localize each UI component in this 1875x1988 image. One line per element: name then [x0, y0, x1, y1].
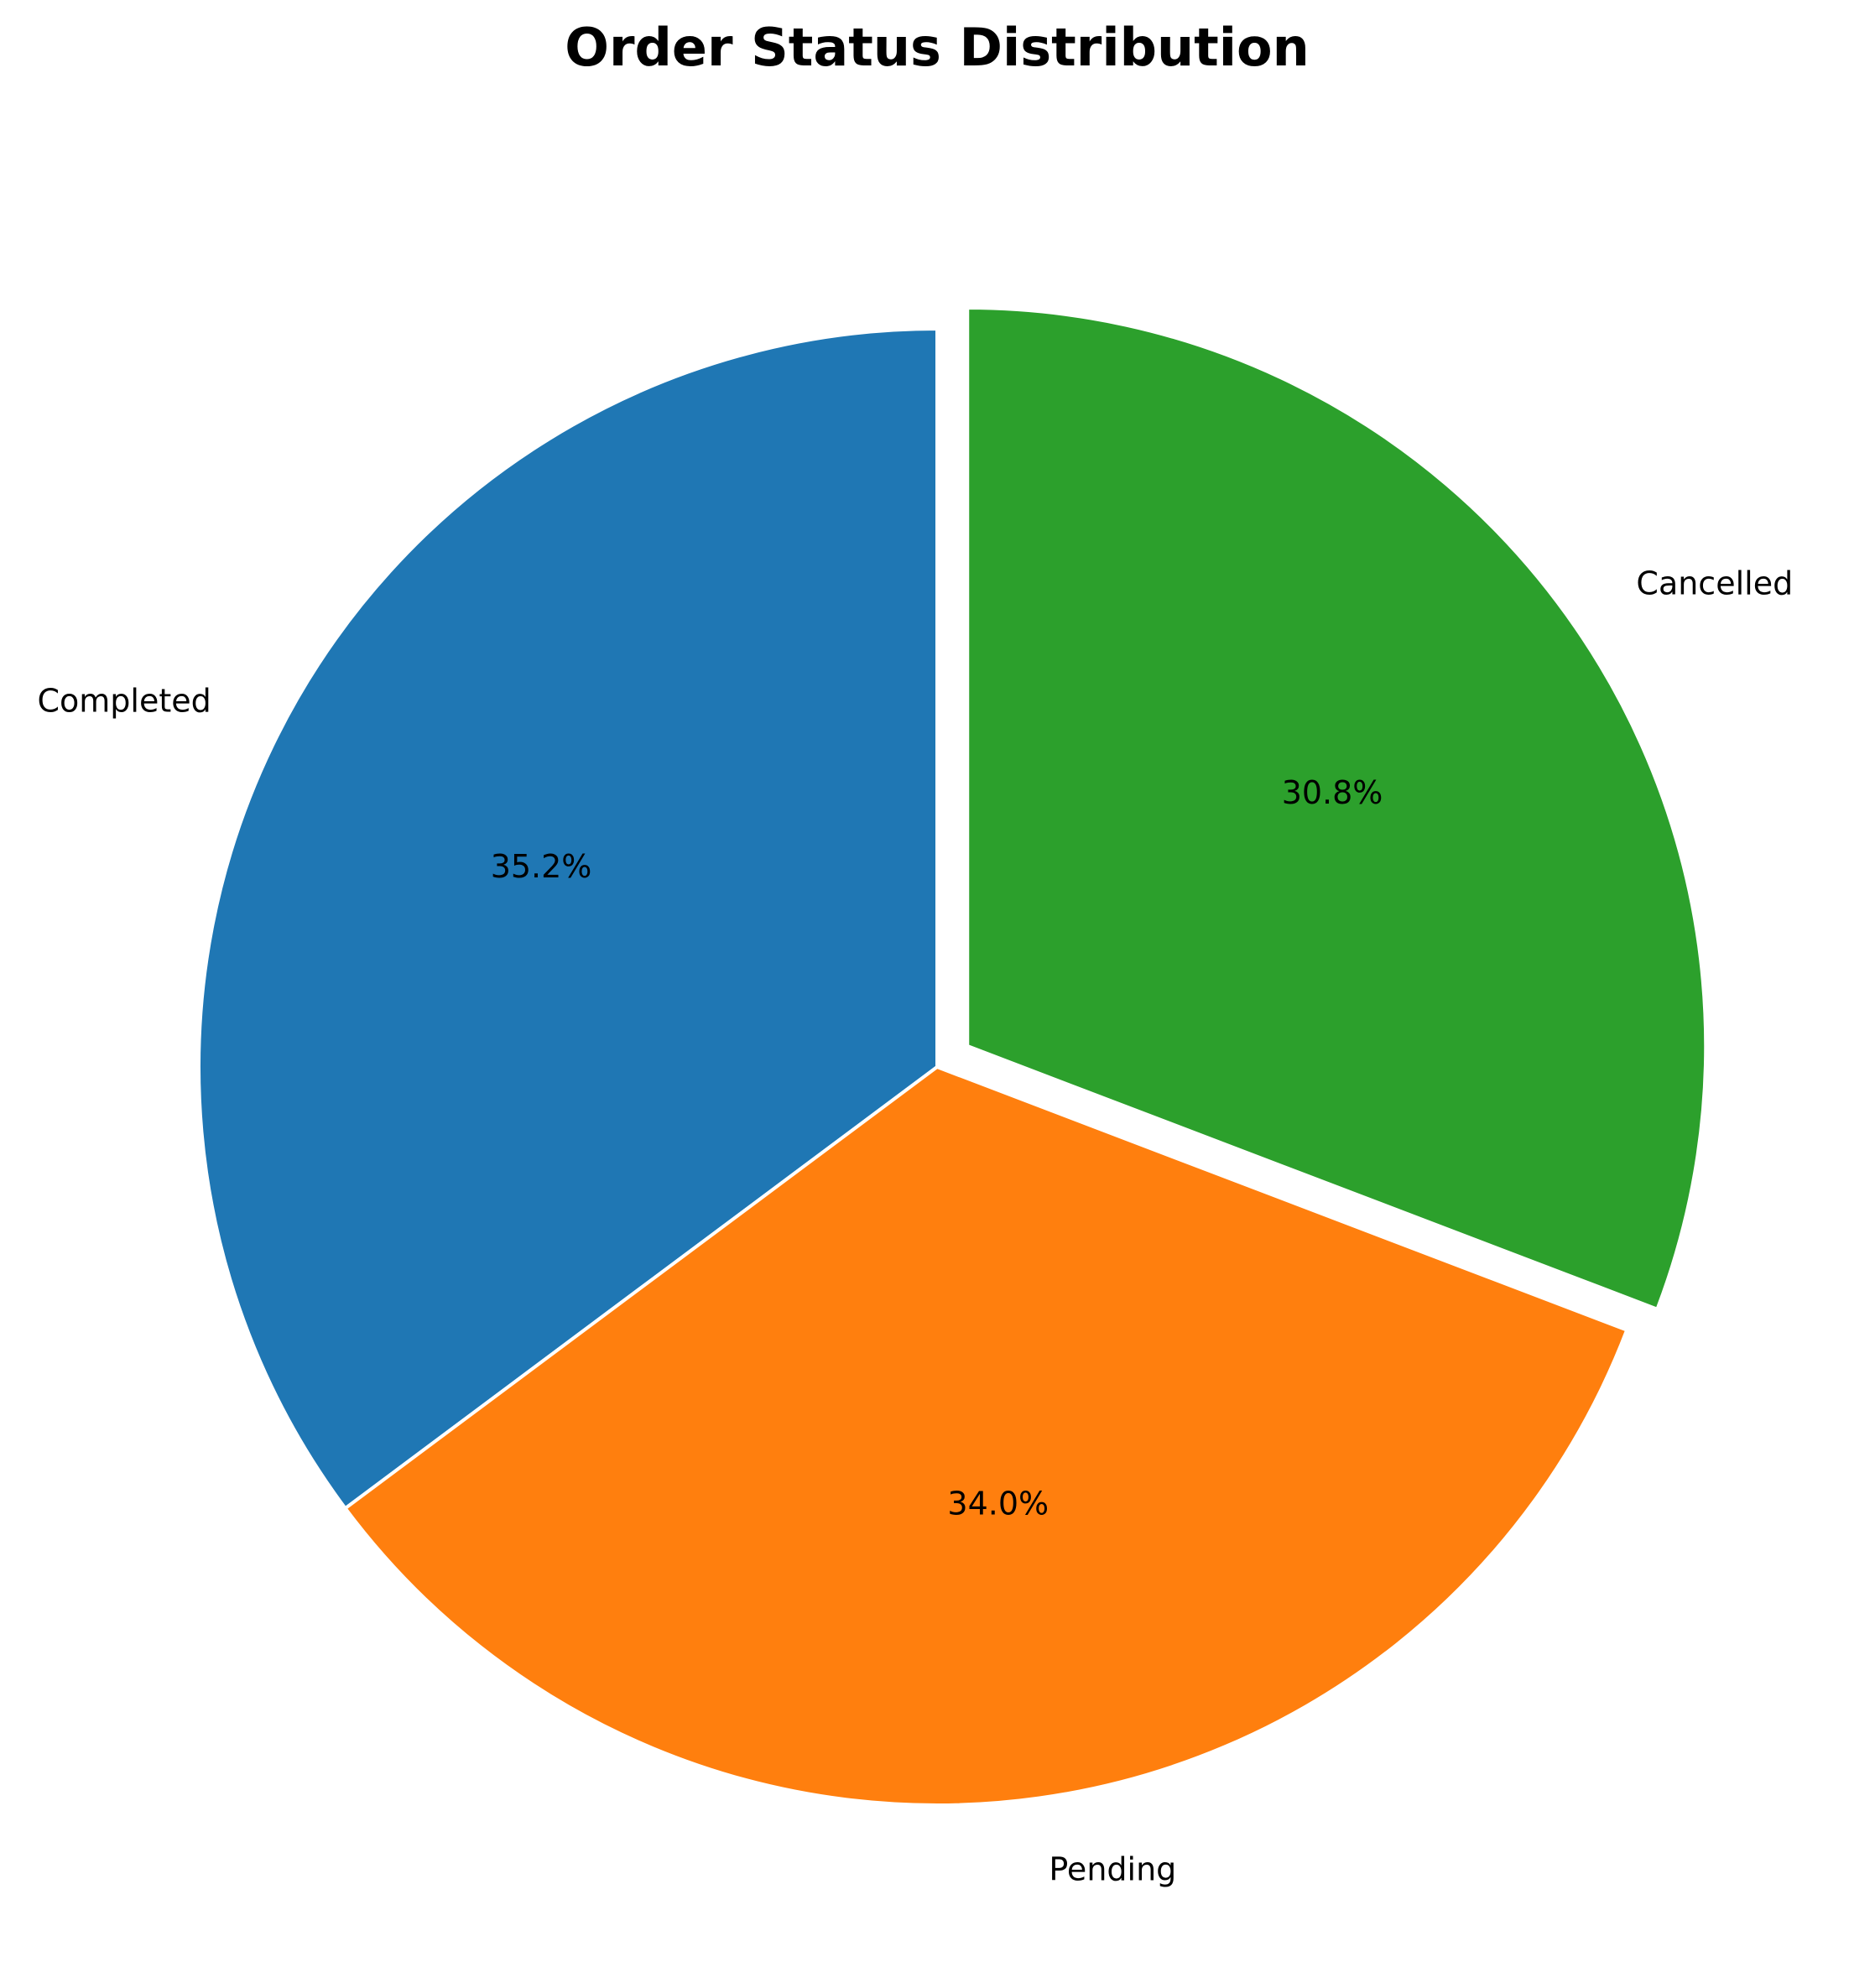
pie-labels: 35.2% Completed 34.0% Pending 30.8% Cancelled [37, 565, 1793, 1887]
pie-slice-completed [197, 326, 939, 1511]
category-label-pending: Pending [1049, 1850, 1176, 1887]
pie-slice-cancelled [966, 306, 1708, 1312]
pct-label-completed: 35.2% [491, 848, 592, 885]
pie-slice-pending [342, 1064, 1629, 1807]
pct-label-pending: 34.0% [947, 1485, 1049, 1522]
pie-slices [197, 306, 1708, 1807]
category-label-completed: Completed [37, 682, 211, 719]
chart-title: Order Status Distribution [565, 17, 1310, 78]
pct-label-cancelled: 30.8% [1282, 774, 1383, 811]
category-label-cancelled: Cancelled [1636, 565, 1793, 601]
